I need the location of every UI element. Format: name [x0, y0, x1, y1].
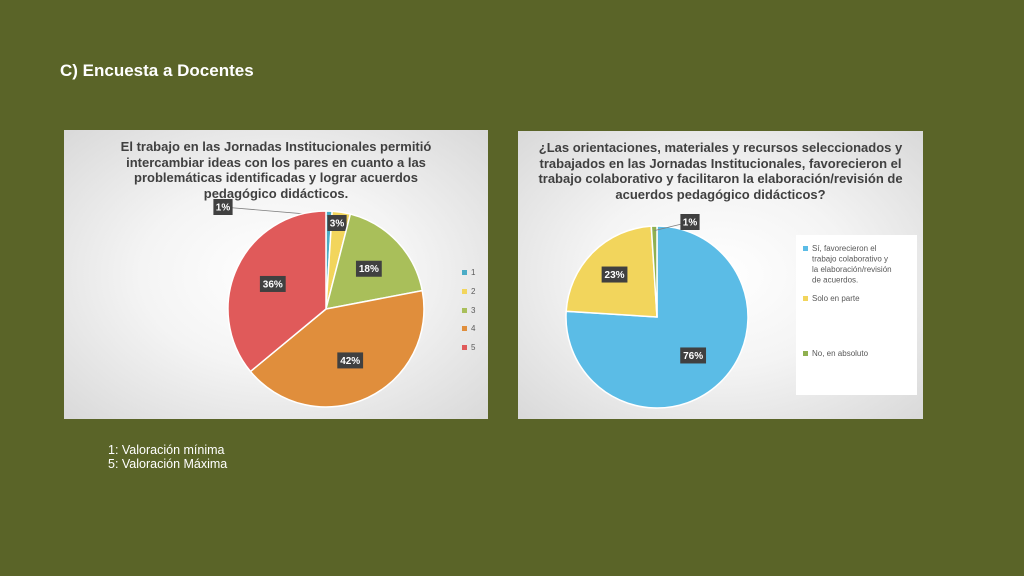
legend-label: No, en absoluto [812, 349, 869, 358]
note-max: 5: Valoración Máxima [108, 457, 228, 471]
data-label-box [601, 266, 628, 283]
legend-swatch [462, 270, 467, 275]
chart-panel-jornadas: El trabajo en las Jornadas Institucional… [64, 130, 488, 419]
data-label: 1% [683, 218, 698, 229]
pie-chart-jornadas: 1% 3% 18% 42% 36% 1 2 3 4 5 [213, 199, 476, 408]
chart-title: El trabajo en las Jornadas Institucional… [120, 139, 432, 201]
legend-label: 2 [471, 287, 476, 296]
data-label-box [680, 214, 700, 230]
data-label: 23% [605, 270, 625, 281]
legend-label: de acuerdos. [812, 276, 858, 285]
data-label: 1% [216, 203, 231, 214]
legend-swatch [462, 308, 467, 313]
chart-panel-orientaciones: ¿Las orientaciones, materiales y recurso… [518, 131, 923, 419]
pie-slice [650, 225, 658, 318]
legend-swatch [803, 246, 808, 251]
rating-notes: 1: Valoración mínima 5: Valoración Máxim… [108, 443, 227, 471]
slide-title: C) Encuesta a Docentes [60, 61, 254, 80]
legend-label: 4 [471, 324, 476, 333]
pie-slice [249, 289, 425, 408]
chart-title: ¿Las orientaciones, materiales y recurso… [538, 140, 903, 202]
legend-label: Solo en parte [812, 294, 860, 303]
data-label-box [327, 215, 347, 231]
legend-swatch [462, 345, 467, 350]
legend-label: la elaboración/revisión [812, 265, 892, 274]
data-label-box [259, 275, 286, 292]
data-label: 76% [683, 351, 703, 362]
note-min: 1: Valoración mínima [108, 443, 225, 457]
legend-swatch [462, 289, 467, 294]
pie-chart-orientaciones: 76% 23% 1% Sí, favorecieron el trabajo colab… [565, 214, 917, 409]
legend-label: 1 [471, 268, 476, 277]
data-label: 18% [359, 264, 379, 275]
data-label: 42% [340, 356, 360, 367]
data-label-box [337, 352, 364, 369]
legend-swatch [462, 326, 467, 331]
legend-label: 3 [471, 306, 476, 315]
legend-label: trabajo colaborativo y [812, 255, 888, 264]
data-label-box [213, 199, 233, 215]
data-label-box [680, 347, 707, 364]
legend-label: Sí, favorecieron el [812, 244, 877, 253]
data-label: 3% [330, 219, 345, 230]
legend-label: 5 [471, 343, 476, 352]
legend-swatch [803, 296, 808, 301]
legend-box [796, 235, 917, 395]
data-label-box [355, 260, 382, 277]
data-label: 36% [263, 279, 283, 290]
legend-swatch [803, 351, 808, 356]
